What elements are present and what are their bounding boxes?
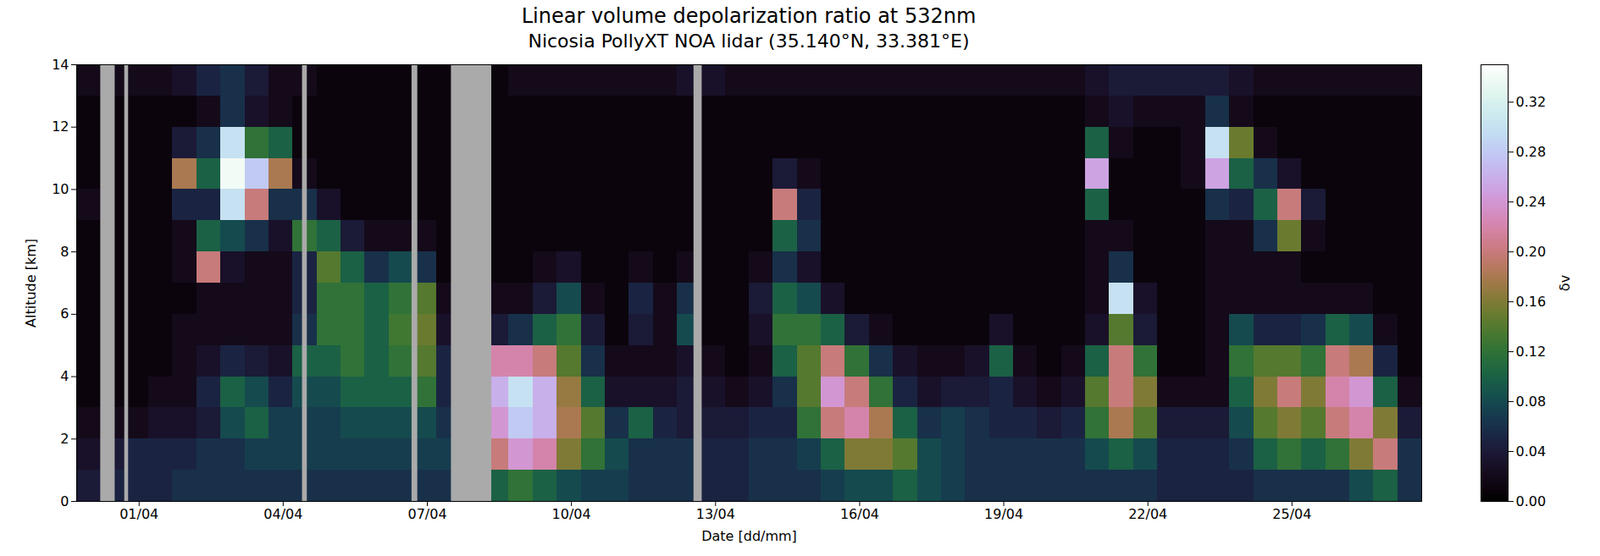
svg-text:07/04: 07/04 xyxy=(407,506,447,523)
svg-text:0: 0 xyxy=(60,493,69,510)
svg-text:0.08: 0.08 xyxy=(1516,393,1547,410)
svg-text:Date [dd/mm]: Date [dd/mm] xyxy=(701,528,798,545)
svg-text:22/04: 22/04 xyxy=(1128,506,1168,523)
svg-text:0.12: 0.12 xyxy=(1516,343,1547,360)
svg-text:0.04: 0.04 xyxy=(1516,443,1547,460)
svg-text:10/04: 10/04 xyxy=(552,506,592,523)
svg-text:04/04: 04/04 xyxy=(263,506,303,523)
svg-text:0.28: 0.28 xyxy=(1516,143,1547,161)
svg-text:0.16: 0.16 xyxy=(1516,293,1547,311)
svg-text:19/04: 19/04 xyxy=(984,506,1024,523)
html-text:Linear volume depolarization r: Linear volume depolarization ratio at 53… xyxy=(521,4,977,28)
svg-text:0.20: 0.20 xyxy=(1516,243,1547,261)
svg-text:Altitude [km]: Altitude [km] xyxy=(22,238,39,328)
svg-text:δv: δv xyxy=(1556,275,1573,292)
svg-text:14: 14 xyxy=(51,56,69,73)
svg-text:16/04: 16/04 xyxy=(840,506,880,523)
svg-text:8: 8 xyxy=(60,243,69,261)
svg-text:0.00: 0.00 xyxy=(1516,493,1547,510)
svg-text:0.32: 0.32 xyxy=(1516,94,1547,111)
svg-text:25/04: 25/04 xyxy=(1272,506,1312,523)
svg-text:2: 2 xyxy=(60,431,69,448)
svg-text:4: 4 xyxy=(60,368,69,385)
svg-text:13/04: 13/04 xyxy=(696,506,736,523)
html-text:Nicosia PollyXT NOA lidar (35.: Nicosia PollyXT NOA lidar (35.140°N, 33.… xyxy=(528,30,970,52)
svg-text:6: 6 xyxy=(60,305,69,322)
svg-text:12: 12 xyxy=(51,118,69,135)
svg-text:10: 10 xyxy=(51,181,69,198)
svg-text:0.24: 0.24 xyxy=(1516,193,1547,211)
svg-text:01/04: 01/04 xyxy=(119,506,159,523)
